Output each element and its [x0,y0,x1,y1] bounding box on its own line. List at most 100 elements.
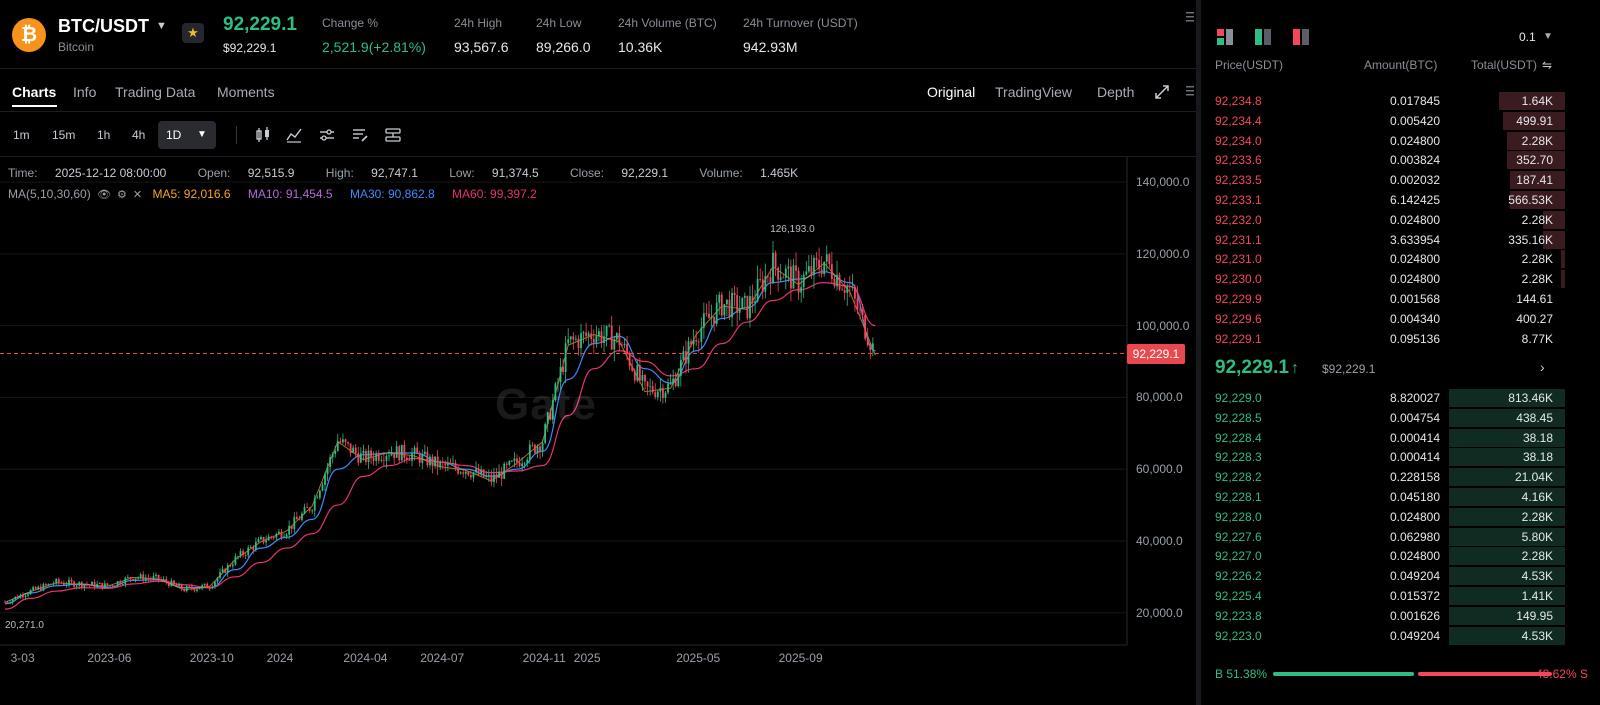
candle-body [357,453,360,463]
drawing-tools-icon[interactable] [351,126,369,144]
tab-charts[interactable]: Charts [12,84,57,100]
bid-row[interactable]: 92,228.1 0.045180 4.16K [1201,487,1565,507]
bids-view-icon[interactable] [1254,28,1272,46]
chart-settings-icon[interactable] [318,126,336,144]
timeframe-dropdown-icon[interactable]: ▼ [197,129,207,140]
bid-row[interactable]: 92,225.4 0.015372 1.41K [1201,586,1565,606]
candle-body [22,595,24,598]
candle-body [659,387,662,392]
candle-body [692,340,695,345]
candle-body [65,584,68,586]
candle-body [321,484,324,491]
candle-body [162,578,165,580]
row-price: 92,234.4 [1215,113,1262,128]
candle-body [720,294,723,316]
ask-row[interactable]: 92,233.6 0.003824 352.70 [1201,150,1565,170]
ask-row[interactable]: 92,234.0 0.024800 2.28K [1201,131,1565,151]
candle-body [805,271,808,275]
bid-row[interactable]: 92,226.2 0.049204 4.53K [1201,566,1565,586]
ask-row[interactable]: 92,233.5 0.002032 187.41 [1201,170,1565,190]
chevron-down-icon[interactable]: ▼ [1543,31,1553,42]
ma-legend: MA(5,10,30,60) 👁 ⚙ ✕ MA5: 92,016.6 MA10: 9… [8,187,537,201]
eye-icon[interactable]: 👁 [97,189,112,201]
drag-handle-icon[interactable] [1185,10,1195,24]
ask-row[interactable]: 92,229.9 0.001568 144.61 [1201,289,1565,309]
candle-body [275,533,278,538]
panel-divider[interactable] [1196,0,1201,705]
tab-trading-data[interactable]: Trading Data [115,84,196,100]
timeframe-1h[interactable]: 1h [97,128,111,142]
candle-body [388,455,390,457]
candle-body [426,451,429,466]
chevron-right-icon[interactable]: › [1540,359,1545,375]
close-icon[interactable]: ✕ [132,189,143,201]
bid-row[interactable]: 92,228.2 0.228158 21.04K [1201,467,1565,487]
candle-body [551,400,554,420]
bid-row[interactable]: 92,227.0 0.024800 2.28K [1201,546,1565,566]
indicators-icon[interactable] [285,126,303,144]
candle-body [244,555,247,556]
candle-body [78,582,81,586]
tab-info[interactable]: Info [73,84,97,100]
both-sides-view-icon[interactable] [1216,28,1234,46]
view-tab-original[interactable]: Original [927,84,976,100]
ask-row[interactable]: 92,229.1 0.095136 8.77K [1201,329,1565,349]
bid-row[interactable]: 92,228.0 0.024800 2.28K [1201,507,1565,527]
ask-row[interactable]: 92,233.1 6.142425 566.53K [1201,190,1565,210]
timeframe-4h[interactable]: 4h [132,128,146,142]
row-amount: 0.024800 [1389,549,1440,564]
timeframe-15m[interactable]: 15m [52,128,76,142]
time-tick-label: 2024 [266,651,294,665]
depth-bar [1448,547,1565,566]
candle-body [4,601,6,603]
settings-icon[interactable]: ⚙ [117,189,127,201]
high-annotation: 126,193.0 [770,223,815,235]
candle-body [126,577,129,578]
bid-row[interactable]: 92,228.5 0.004754 438.45 [1201,408,1565,428]
candle-body [155,574,157,577]
timeframe-1m[interactable]: 1m [13,128,30,142]
ask-row[interactable]: 92,231.0 0.024800 2.28K [1201,249,1565,269]
view-tab-tradingview[interactable]: TradingView [995,84,1073,100]
price-step-select[interactable]: 0.1 [1519,30,1536,44]
ask-row[interactable]: 92,229.6 0.004340 400.27 [1201,309,1565,329]
caret-down-icon[interactable]: ▼ [156,20,167,32]
price-chart[interactable] [0,157,1196,665]
pair-selector[interactable]: BTC/USDT [58,16,149,36]
bid-row[interactable]: 92,229.0 8.820027 813.46K [1201,388,1565,408]
candle-body [267,536,270,541]
drag-handle-icon[interactable] [1185,84,1195,98]
ask-row[interactable]: 92,232.0 0.024800 2.28K [1201,210,1565,230]
candle-body [119,581,122,585]
candle-body [103,583,106,589]
candle-type-icon[interactable] [254,126,272,144]
row-price: 92,228.2 [1215,470,1262,485]
compare-icon[interactable] [384,126,402,144]
ask-row[interactable]: 92,231.1 3.633954 335.16K [1201,230,1565,250]
ask-row[interactable]: 92,234.4 0.005420 499.91 [1201,111,1565,131]
bid-row[interactable]: 92,223.0 0.049204 4.53K [1201,626,1565,646]
low-annotation: 20,271.0 [5,619,44,631]
candle-body [34,587,37,590]
swap-units-icon[interactable]: ⇋ [1542,58,1553,72]
candle-body [790,266,792,289]
fullscreen-icon[interactable] [1154,84,1170,100]
candle-body [365,451,367,462]
candle-body [313,498,316,511]
ask-row[interactable]: 92,230.0 0.024800 2.28K [1201,269,1565,289]
candle-body [190,586,193,589]
bid-row[interactable]: 92,223.8 0.001626 149.95 [1201,606,1565,626]
favorite-star-icon[interactable]: ★ [182,23,204,43]
view-tab-depth[interactable]: Depth [1097,84,1135,100]
timeframe-1d[interactable]: 1D [158,121,216,149]
candle-body [674,378,677,387]
candle-body [137,577,140,579]
bid-row[interactable]: 92,228.4 0.000414 38.18 [1201,428,1565,448]
candle-body [718,294,721,303]
asks-view-icon[interactable] [1292,28,1310,46]
ask-row[interactable]: 92,234.8 0.017845 1.64K [1201,91,1565,111]
tab-moments[interactable]: Moments [217,84,275,100]
bid-row[interactable]: 92,227.6 0.062980 5.80K [1201,527,1565,547]
bid-row[interactable]: 92,228.3 0.000414 38.18 [1201,447,1565,467]
row-amount: 3.633954 [1389,232,1440,247]
